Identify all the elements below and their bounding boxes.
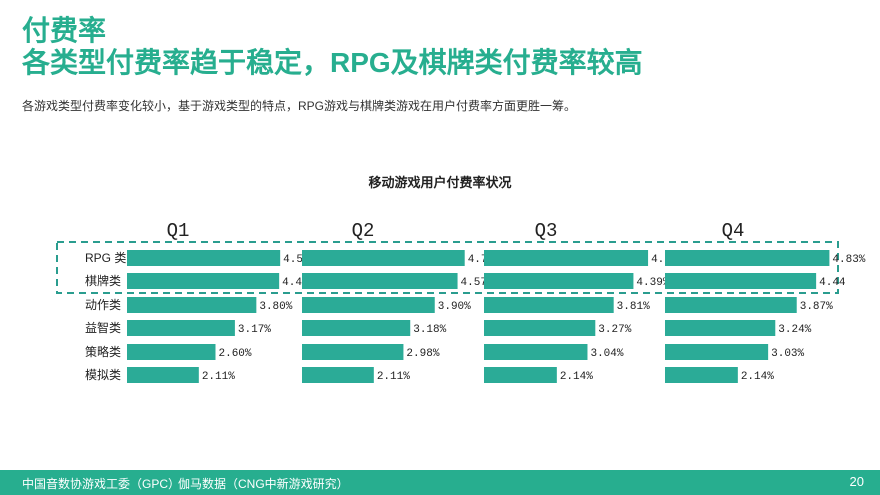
category-label: 棋牌类 <box>85 274 121 288</box>
bar <box>127 273 280 289</box>
quarter-header: Q1 <box>167 220 190 242</box>
footer-source-cng: 伽马数据（CNG中新游戏研究） <box>178 477 349 491</box>
quarter-header: Q2 <box>352 220 375 242</box>
bar <box>302 250 465 266</box>
quarter-header: Q3 <box>535 220 558 242</box>
bar <box>665 344 769 360</box>
bar <box>484 297 614 313</box>
bar <box>484 367 557 383</box>
quarter-header: Q4 <box>722 220 745 242</box>
data-label: 3.80% <box>259 301 292 313</box>
footer-source-gpc: 中国音数协游戏工委（GPC） <box>22 477 181 491</box>
bar <box>127 320 235 336</box>
category-label: 策略类 <box>85 344 121 359</box>
data-label: 2.14% <box>560 371 593 383</box>
bar <box>127 344 216 360</box>
bar <box>127 250 281 266</box>
data-label: 2.14% <box>741 371 774 383</box>
bar <box>302 297 435 313</box>
bar <box>302 320 411 336</box>
page-title-line2: 各类型付费率趋于稳定，RPG及棋牌类付费率较高 <box>22 47 643 78</box>
bar <box>665 320 776 336</box>
data-label: 3.87% <box>800 301 833 313</box>
page-title-line1: 付费率 <box>22 15 107 46</box>
data-label: 3.27% <box>598 324 631 336</box>
bar <box>302 344 404 360</box>
bar <box>665 273 817 289</box>
page-subtitle: 各游戏类型付费率变化较小，基于游戏类型的特点，RPG游戏与棋牌类游戏在用户付费率… <box>22 99 577 113</box>
bar <box>665 297 797 313</box>
chart-title: 移动游戏用户付费率状况 <box>368 175 512 190</box>
data-label: 3.81% <box>617 301 650 313</box>
bar <box>484 250 649 266</box>
data-label: 3.04% <box>590 348 623 360</box>
data-label: 2.11% <box>202 371 235 383</box>
data-label: 3.03% <box>771 348 804 360</box>
bar <box>665 367 738 383</box>
bar <box>302 273 458 289</box>
bar <box>484 344 588 360</box>
highlight-box <box>56 241 839 294</box>
data-label: 4.39% <box>636 277 669 289</box>
bar-chart: RPG 类棋牌类动作类益智类策略类模拟类Q14.50%4.47%3.80%3.1… <box>56 220 866 383</box>
category-label: RPG 类 <box>85 251 126 265</box>
data-label: 4.44 <box>819 277 846 289</box>
data-label: 2.98% <box>406 348 439 360</box>
bar <box>302 367 374 383</box>
data-label: 3.17% <box>238 324 271 336</box>
bar <box>484 273 634 289</box>
category-label: 动作类 <box>85 298 121 312</box>
page-number: 20 <box>849 474 864 489</box>
bar <box>127 297 257 313</box>
category-label: 模拟类 <box>85 368 121 382</box>
bar <box>127 367 199 383</box>
data-label: 3.18% <box>413 324 446 336</box>
data-label: 2.11% <box>377 371 410 383</box>
data-label: 4.83% <box>832 254 865 266</box>
category-label: 益智类 <box>85 320 121 335</box>
bar <box>484 320 596 336</box>
data-label: 3.90% <box>438 301 471 313</box>
data-label: 2.60% <box>219 348 252 360</box>
footer-bar: 中国音数协游戏工委（GPC） 伽马数据（CNG中新游戏研究） 20 <box>0 470 880 495</box>
bar <box>665 250 830 266</box>
data-label: 3.24% <box>778 324 811 336</box>
